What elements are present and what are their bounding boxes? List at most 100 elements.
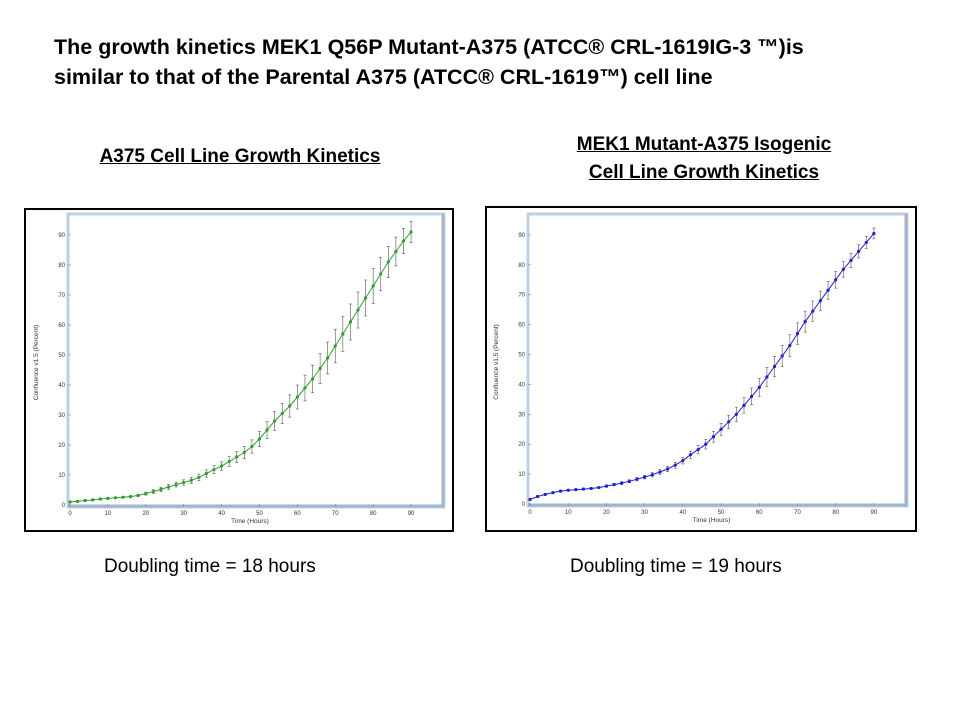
y-tick-label: 20: [518, 442, 525, 448]
data-point: [719, 427, 723, 431]
data-point: [795, 332, 800, 336]
data-point: [98, 497, 102, 501]
data-point: [318, 366, 322, 371]
y-tick-label: 30: [58, 413, 65, 419]
panel-title-mek1-line-1: MEK1 Mutant-A375 Isogenic: [576, 134, 832, 155]
y-tick-label: 40: [58, 383, 65, 389]
data-point: [379, 272, 383, 276]
data-point: [371, 284, 375, 288]
data-point: [250, 444, 254, 449]
y-tick-label: 20: [58, 443, 65, 449]
data-point: [543, 492, 547, 497]
x-tick-label: 80: [832, 510, 839, 516]
data-point: [303, 386, 307, 390]
series-line: [529, 233, 875, 500]
data-point: [204, 471, 209, 476]
y-tick-label: 50: [518, 353, 525, 359]
data-point: [711, 435, 716, 439]
slide-title-line-1: The growth kinetics MEK1 Q56P Mutant-A37…: [54, 35, 804, 59]
data-point: [121, 495, 125, 499]
data-point: [151, 489, 155, 494]
data-point: [536, 494, 540, 499]
y-tick-label: 0: [522, 502, 526, 508]
series-line: [69, 231, 412, 503]
data-point: [673, 463, 677, 467]
chart-mek1-growth: 0 10 20 30 40 50 60 70 80 90 0 10 20 30 40 50 60 70 80 90 Ti…: [485, 206, 917, 532]
doubling-time-caption-mek1: Doubling time = 19 hours: [570, 556, 782, 577]
data-point: [597, 485, 601, 490]
data-point: [665, 467, 670, 471]
data-point: [310, 377, 315, 381]
data-point: [159, 487, 163, 491]
y-tick-label: 10: [58, 473, 65, 479]
y-tick-label: 50: [58, 353, 65, 359]
y-tick-label: 70: [518, 293, 525, 299]
data-point: [113, 496, 118, 500]
data-point: [394, 249, 398, 254]
data-point: [742, 403, 746, 407]
y-tick-label: 90: [518, 233, 525, 239]
data-point: [826, 288, 830, 292]
data-point: [326, 356, 330, 360]
x-tick-label: 20: [603, 510, 610, 516]
data-point: [409, 230, 413, 234]
data-point: [235, 455, 239, 459]
data-point: [818, 299, 822, 303]
y-tick-label: 30: [518, 412, 525, 418]
panel-title-mek1-line-2: Cell Line Growth Kinetics: [588, 162, 820, 183]
data-point: [811, 309, 815, 313]
y-tick-label: 60: [58, 323, 65, 329]
data-point: [68, 500, 72, 504]
data-point: [219, 464, 224, 468]
data-point: [803, 320, 807, 324]
data-point: [727, 420, 731, 424]
data-point: [872, 231, 876, 236]
data-point: [401, 239, 406, 243]
data-point: [288, 404, 292, 408]
x-tick-label: 60: [294, 511, 301, 517]
y-tick-label: 40: [518, 382, 525, 388]
x-tick-label: 50: [718, 510, 725, 516]
data-point: [348, 320, 353, 324]
data-point: [295, 395, 299, 399]
data-point: [750, 394, 754, 398]
x-tick-label: 80: [370, 511, 377, 517]
x-axis-title: Time (Hours): [231, 518, 269, 525]
x-tick-label: 0: [68, 511, 72, 517]
x-tick-label: 40: [218, 511, 225, 517]
data-point: [780, 354, 784, 358]
data-point: [189, 478, 193, 482]
data-point: [273, 419, 277, 423]
data-point: [574, 488, 578, 492]
data-point: [212, 468, 216, 472]
panel-title-a375-line-1: A375 Cell Line Growth Kinetics: [99, 146, 381, 167]
data-point: [91, 498, 95, 502]
data-point: [643, 475, 647, 479]
data-point: [558, 489, 563, 493]
data-point: [386, 260, 390, 264]
x-tick-label: 20: [142, 511, 149, 517]
data-point: [635, 477, 639, 481]
data-point: [166, 485, 171, 489]
x-tick-label: 30: [641, 510, 648, 516]
plot-frame: [66, 212, 446, 509]
data-point: [658, 470, 662, 474]
x-tick-label: 70: [794, 510, 801, 516]
data-point: [182, 480, 186, 485]
y-tick-label: 60: [518, 323, 525, 329]
x-tick-label: 10: [105, 511, 112, 517]
data-point: [849, 258, 853, 262]
data-point: [604, 484, 609, 488]
data-point: [551, 491, 555, 495]
data-point: [627, 479, 631, 483]
y-tick-label: 0: [62, 503, 66, 509]
data-point: [227, 459, 231, 464]
data-point: [772, 364, 777, 369]
data-point: [341, 332, 345, 336]
x-tick-label: 50: [256, 511, 263, 517]
data-point: [129, 495, 133, 499]
x-tick-label: 90: [408, 511, 415, 517]
y-tick-label: 90: [58, 233, 65, 239]
y-tick-label: 80: [518, 263, 525, 269]
data-point: [788, 343, 792, 348]
